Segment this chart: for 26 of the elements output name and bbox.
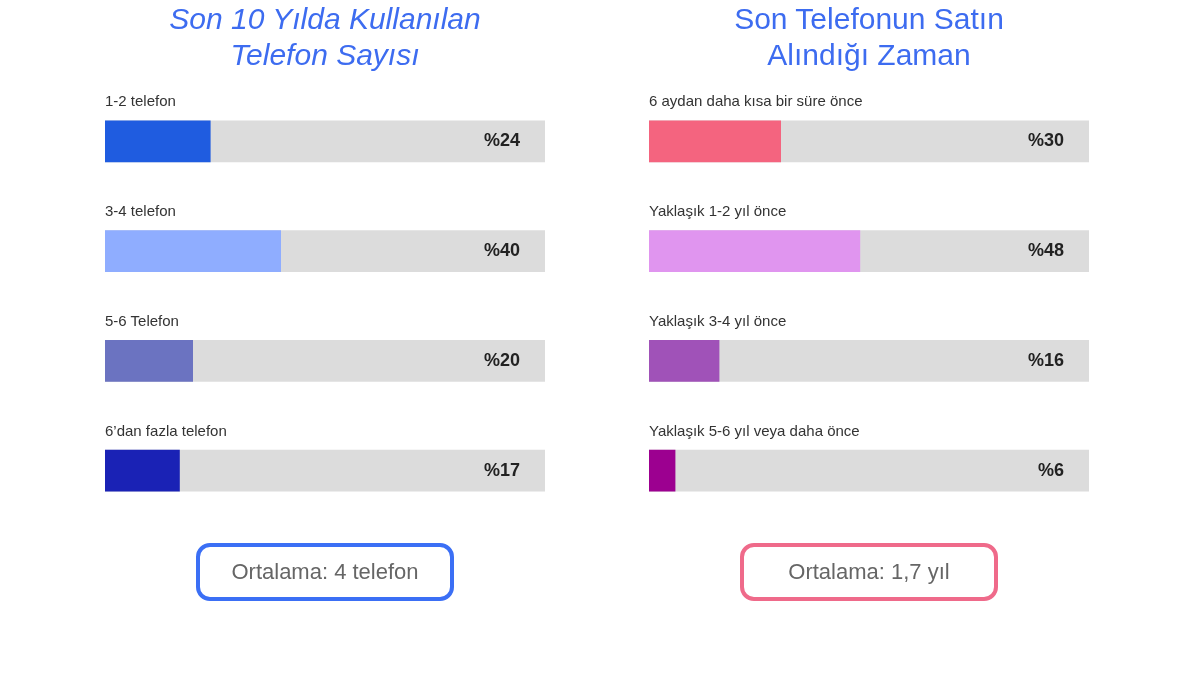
data-label: %40 [483,240,520,261]
text: Ortalama: 4 telefon [231,559,419,584]
category-label: 6 aydan daha kısa bir süre önce [649,92,863,110]
bar [649,449,676,492]
bar [105,449,180,492]
data-label: %16 [1027,349,1064,370]
category-label: 3-4 telefon [105,202,176,220]
data-label: %17 [483,459,520,480]
bar [105,120,211,163]
category-label: 6’dan fazla telefon [105,421,227,439]
data-label: %24 [483,130,520,151]
category-label: Yaklaşık 3-4 yıl önce [649,311,787,329]
bar [649,340,720,382]
text: Ortalama: 1,7 yıl [788,559,950,584]
data-label: %48 [1027,240,1064,261]
data-label: %20 [483,349,520,370]
bar [649,120,781,163]
category-label: Yaklaşık 5-6 yıl veya daha önce [649,421,860,439]
category-label: 5-6 Telefon [105,311,179,329]
category-label: 1-2 telefon [105,92,176,110]
bar [105,340,193,382]
category-label: Yaklaşık 1-2 yıl önce [649,202,787,220]
chart-title: Son 10 Yılda Kullanılan Telefon Sayısı [169,2,481,71]
chart-title: Son Telefonun Satın Alındığı Zaman [734,2,1004,71]
data-label: %30 [1027,130,1064,151]
data-label: %6 [1037,459,1064,480]
